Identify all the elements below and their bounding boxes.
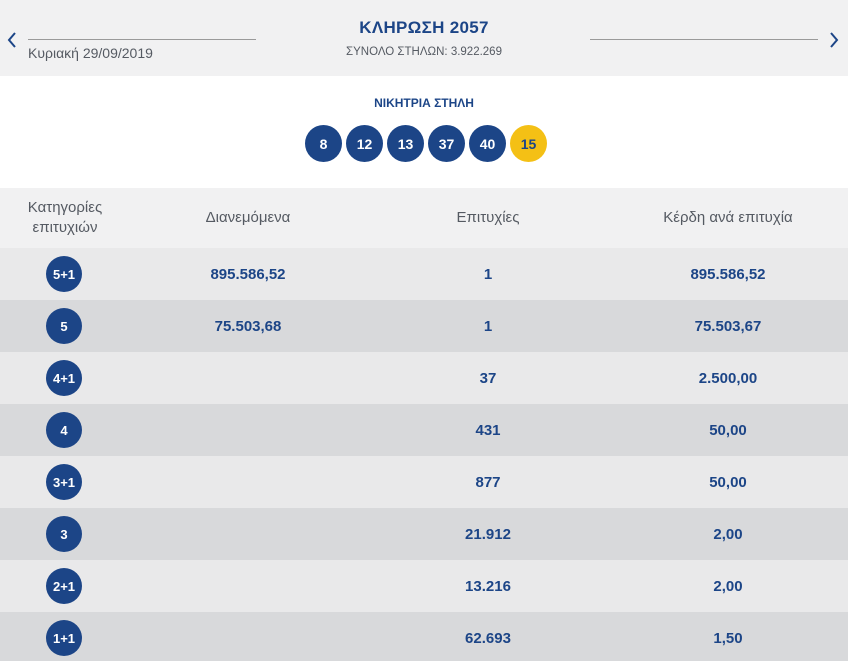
category-cell: 5+1 xyxy=(22,248,106,300)
winners-count: 13.216 xyxy=(465,577,511,595)
category-badge: 5+1 xyxy=(46,256,82,292)
chevron-right-icon[interactable] xyxy=(824,28,844,52)
category-cell: 4 xyxy=(22,404,106,456)
category-cell: 2+1 xyxy=(22,560,106,612)
category-badge: 5 xyxy=(46,308,82,344)
category-cell: 1+1 xyxy=(22,612,106,661)
distributed-amount xyxy=(160,612,336,661)
table-row: 2+1 13.216 2,00 xyxy=(0,560,848,612)
category-badge: 2+1 xyxy=(46,568,82,604)
distributed-amount: 895.586,52 xyxy=(210,265,286,283)
distributed-amount xyxy=(160,560,336,612)
table-row: 5+1 895.586,52 1 895.586,52 xyxy=(0,248,848,300)
header-winners: Επιτυχίες xyxy=(456,209,520,226)
winners-count: 21.912 xyxy=(465,525,511,543)
category-badge: 4 xyxy=(46,412,82,448)
distributed-amount: 75.503,68 xyxy=(214,317,282,335)
category-badge: 1+1 xyxy=(46,620,82,656)
joker-ball: 15 xyxy=(510,125,547,162)
winners-count: 37 xyxy=(479,369,497,387)
category-cell: 4+1 xyxy=(22,352,106,404)
table-row: 4 431 50,00 xyxy=(0,404,848,456)
winners-count: 431 xyxy=(475,421,501,439)
table-row: 4+1 37 2.500,00 xyxy=(0,352,848,404)
divider-right xyxy=(590,39,818,40)
category-cell: 5 xyxy=(22,300,106,352)
category-cell: 3 xyxy=(22,508,106,560)
category-cell: 3+1 xyxy=(22,456,106,508)
table-body: 5+1 895.586,52 1 895.586,52 5 75.503,68 1 75.50… xyxy=(0,248,848,661)
winners-count: 1 xyxy=(483,317,493,335)
total-columns: ΣΥΝΟΛΟ ΣΤΗΛΩΝ: 3.922.269 xyxy=(346,46,502,58)
divider-left xyxy=(28,39,256,40)
winning-column-label: ΝΙΚΗΤΡΙΑ ΣΤΗΛΗ xyxy=(374,96,474,110)
prize-per-winner: 2,00 xyxy=(713,577,743,595)
distributed-amount xyxy=(160,404,336,456)
number-ball: 40 xyxy=(469,125,506,162)
table-row: 3 21.912 2,00 xyxy=(0,508,848,560)
winners-count: 62.693 xyxy=(465,629,511,647)
draw-date: Κυριακή 29/09/2019 xyxy=(28,45,153,61)
header-categories: Κατηγορίες επιτυχιών xyxy=(27,199,103,236)
prize-per-winner: 50,00 xyxy=(709,473,747,491)
table-row: 5 75.503,68 1 75.503,67 xyxy=(0,300,848,352)
distributed-amount xyxy=(160,352,336,404)
winners-count: 1 xyxy=(483,265,493,283)
category-badge: 3 xyxy=(46,516,82,552)
number-ball: 37 xyxy=(428,125,465,162)
number-ball: 8 xyxy=(305,125,342,162)
table-row: 1+1 62.693 1,50 xyxy=(0,612,848,661)
prize-per-winner: 50,00 xyxy=(709,421,747,439)
table-header: Κατηγορίες επιτυχιών Διανεμόμενα Επιτυχί… xyxy=(0,188,848,248)
winning-numbers: 8 12 13 37 40 15 xyxy=(305,125,547,162)
draw-header: Κυριακή 29/09/2019 ΚΛΗΡΩΣΗ 2057 ΣΥΝΟΛΟ Σ… xyxy=(0,0,848,76)
winners-count: 877 xyxy=(475,473,501,491)
prize-per-winner: 895.586,52 xyxy=(690,265,766,283)
chevron-left-icon[interactable] xyxy=(2,28,22,52)
prize-per-winner: 2,00 xyxy=(713,525,743,543)
table-row: 3+1 877 50,00 xyxy=(0,456,848,508)
draw-title: ΚΛΗΡΩΣΗ 2057 xyxy=(359,18,489,37)
prize-per-winner: 1,50 xyxy=(713,629,743,647)
category-badge: 4+1 xyxy=(46,360,82,396)
distributed-amount xyxy=(160,508,336,560)
prize-per-winner: 2.500,00 xyxy=(698,369,758,387)
distributed-amount xyxy=(160,456,336,508)
number-ball: 13 xyxy=(387,125,424,162)
header-distributed: Διανεμόμενα xyxy=(205,209,291,226)
number-ball: 12 xyxy=(346,125,383,162)
header-prize: Κέρδη ανά επιτυχία xyxy=(663,209,793,226)
category-badge: 3+1 xyxy=(46,464,82,500)
prize-table: Κατηγορίες επιτυχιών Διανεμόμενα Επιτυχί… xyxy=(0,188,848,661)
prize-per-winner: 75.503,67 xyxy=(694,317,762,335)
